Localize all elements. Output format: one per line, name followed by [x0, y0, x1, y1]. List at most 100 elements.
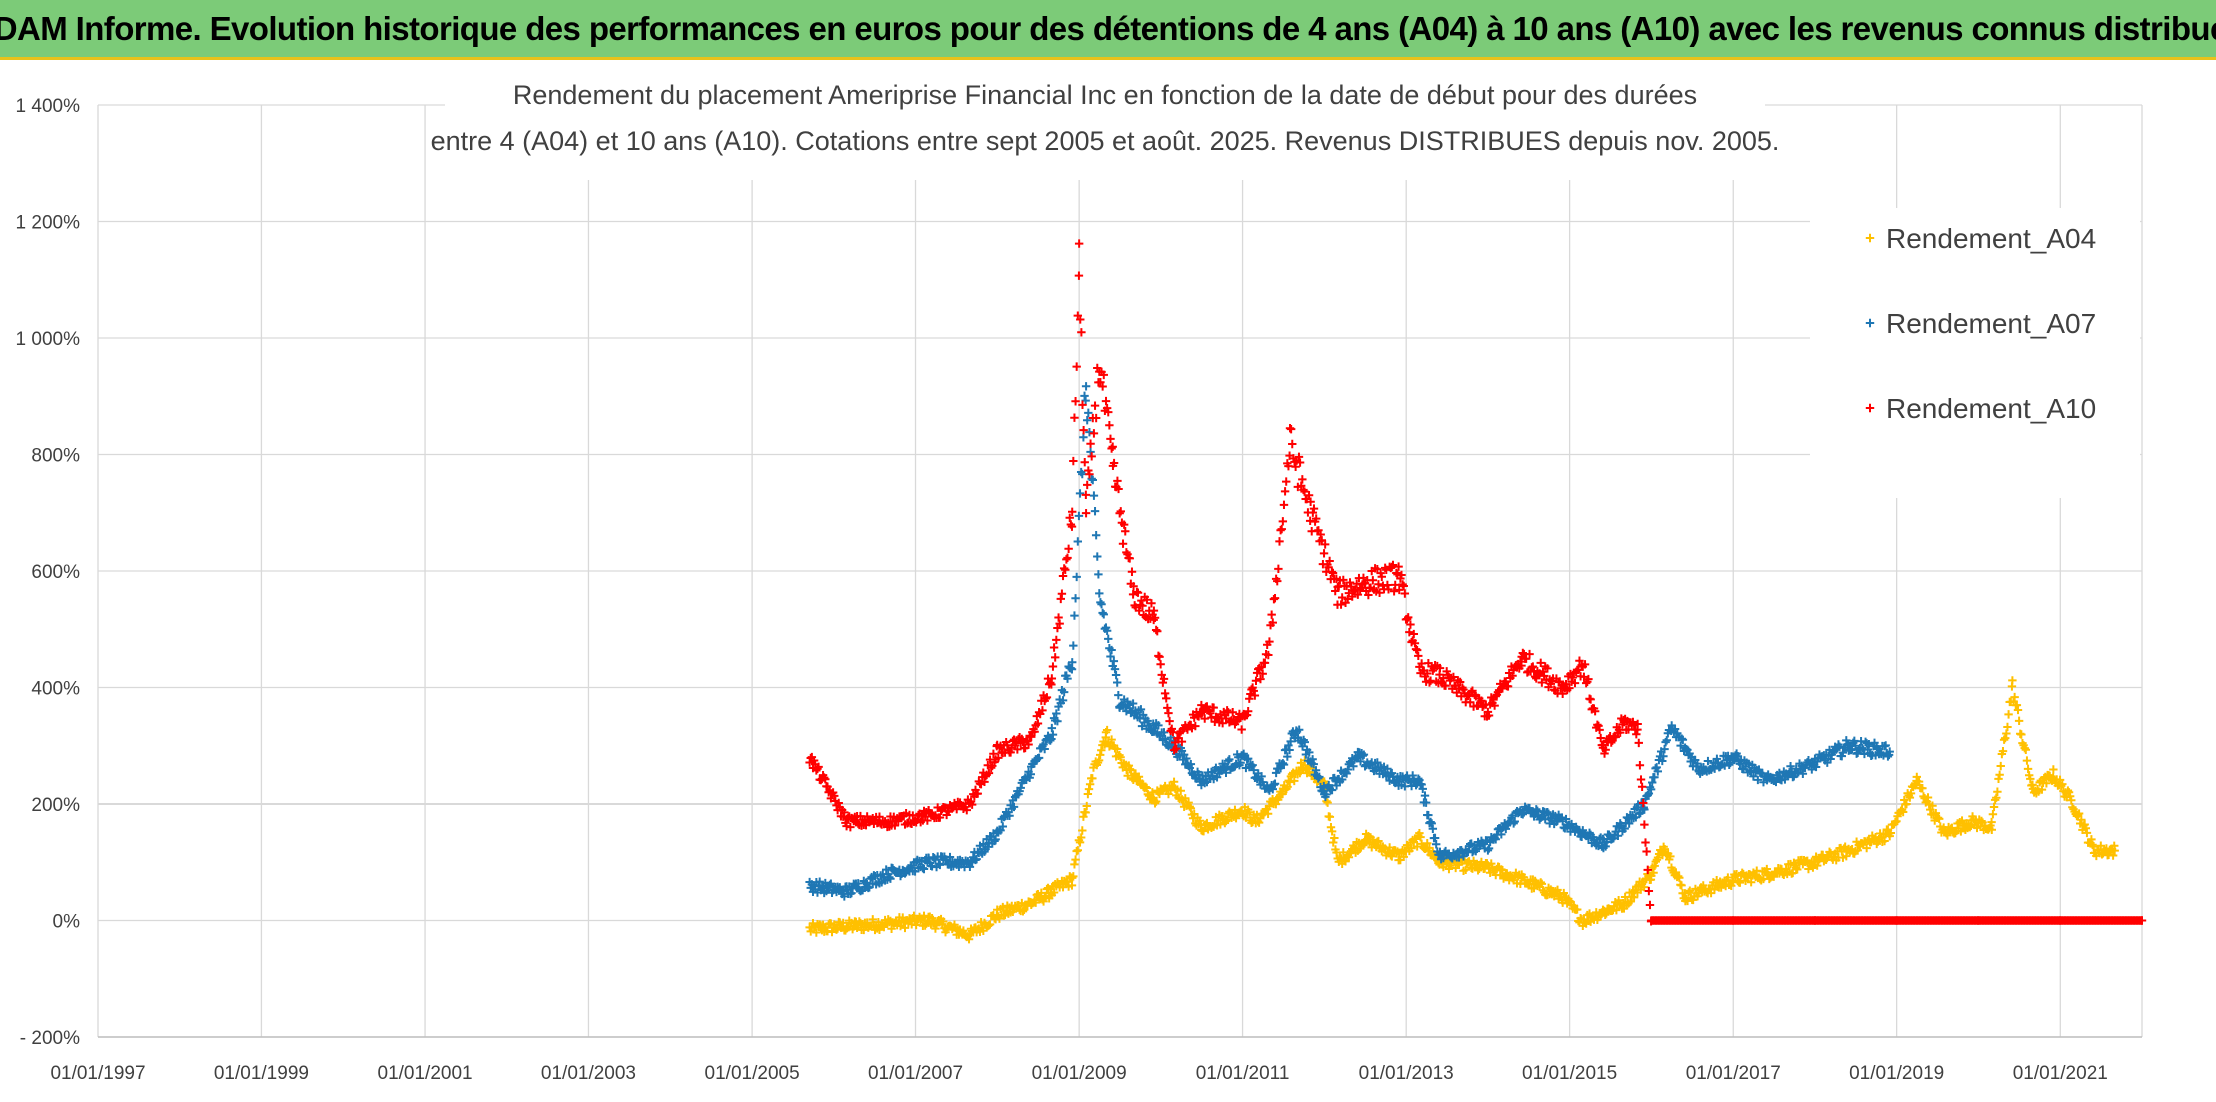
x-tick-label: 01/01/1997: [50, 1063, 145, 1084]
data-point: [1459, 685, 1468, 694]
data-point: [1250, 691, 1260, 700]
data-point: [1242, 710, 1252, 720]
data-point: [1999, 735, 2009, 744]
x-tick-label: 01/01/2005: [705, 1063, 800, 1084]
data-point: [1418, 784, 1427, 794]
data-point: [1053, 623, 1062, 633]
data-point: [1047, 723, 1057, 733]
data-point: [1094, 570, 1103, 579]
data-point: [1637, 782, 1647, 792]
y-tick-label: 600%: [31, 562, 80, 583]
data-point: [821, 774, 830, 784]
data-point: [1635, 761, 1645, 770]
data-point: [1645, 900, 1655, 910]
data-point: [1080, 391, 1089, 401]
data-point: [1074, 511, 1084, 521]
data-point: [1528, 662, 1538, 671]
data-point: [1311, 766, 1321, 775]
data-point: [1126, 766, 1136, 775]
data-point: [1415, 775, 1424, 785]
data-point: [1279, 500, 1289, 510]
data-point: [1268, 784, 1277, 794]
data-point: [1653, 767, 1663, 776]
data-point: [1046, 678, 1055, 688]
data-point: [1561, 814, 1571, 824]
data-point: [1553, 885, 1562, 895]
data-point: [1993, 787, 2002, 796]
data-point: [1632, 730, 1641, 739]
data-point: [819, 773, 829, 782]
data-point: [2087, 835, 2096, 844]
data-point: [1543, 664, 1552, 673]
data-point: [1186, 804, 1196, 813]
data-point: [1038, 706, 1047, 715]
data-point: [1639, 798, 1648, 808]
data-point: [1110, 664, 1120, 674]
x-tick-label: 01/01/2015: [1522, 1063, 1617, 1084]
data-point: [1484, 711, 1494, 720]
data-point: [1555, 677, 1564, 686]
x-tick-label: 01/01/2021: [2013, 1063, 2108, 1084]
data-point: [1119, 520, 1129, 529]
data-point: [1097, 746, 1106, 755]
data-point: [1387, 852, 1397, 861]
data-point: [934, 859, 943, 868]
data-point: [1026, 770, 1035, 779]
data-point: [1397, 570, 1406, 580]
data-point: [1087, 474, 1096, 483]
legend-backdrop: [1810, 208, 2140, 498]
data-point: [1003, 741, 1012, 750]
data-point: [1611, 732, 1620, 742]
data-point: [1870, 738, 1879, 747]
data-point: [1383, 764, 1392, 773]
data-point: [1275, 537, 1284, 546]
legend-label: Rendement_A10: [1886, 393, 2096, 424]
data-point: [1172, 744, 1181, 753]
data-point: [1070, 860, 1079, 869]
data-point: [1089, 429, 1099, 438]
x-tick-label: 01/01/2017: [1686, 1063, 1781, 1084]
data-point: [1181, 794, 1190, 803]
data-point: [1182, 754, 1191, 763]
data-point: [1067, 665, 1077, 674]
data-point: [1956, 827, 1966, 836]
data-point: [1864, 740, 1874, 749]
data-point: [1339, 575, 1348, 585]
data-point: [832, 925, 841, 934]
x-tick-label: 01/01/2011: [1196, 1063, 1290, 1084]
data-point: [1147, 599, 1156, 608]
data-point: [1042, 693, 1052, 702]
data-point: [1574, 665, 1583, 675]
data-point: [1142, 595, 1152, 604]
data-point: [1283, 782, 1292, 792]
data-point: [1053, 716, 1062, 726]
data-point: [1095, 589, 1104, 598]
data-point: [962, 805, 971, 815]
data-point: [1270, 593, 1280, 603]
data-point: [1364, 590, 1373, 600]
data-point: [1095, 750, 1105, 760]
data-point: [1497, 830, 1506, 839]
series-Rendement_A04: [805, 676, 2119, 944]
title-layer: Rendement du placement Ameriprise Financ…: [431, 62, 1779, 180]
data-point: [1291, 462, 1300, 471]
data-point: [1027, 732, 1036, 742]
data-point: [1278, 759, 1288, 768]
y-tick-label: 0%: [53, 912, 81, 933]
data-point: [1016, 783, 1025, 793]
data-point: [1404, 613, 1413, 622]
data-point: [1081, 808, 1090, 817]
data-point: [1048, 730, 1058, 739]
data-point: [1746, 878, 1756, 887]
chart-title-line-1: Rendement du placement Ameriprise Financ…: [513, 80, 1697, 110]
data-point: [1108, 442, 1117, 451]
data-point: [1068, 507, 1077, 516]
data-point: [1088, 475, 1097, 485]
data-point: [1041, 694, 1050, 703]
data-point: [1425, 843, 1434, 853]
data-point: [1284, 461, 1293, 471]
data-point: [1134, 772, 1144, 781]
data-point: [1423, 838, 1432, 848]
data-point: [1518, 648, 1528, 658]
data-point: [1633, 719, 1642, 729]
